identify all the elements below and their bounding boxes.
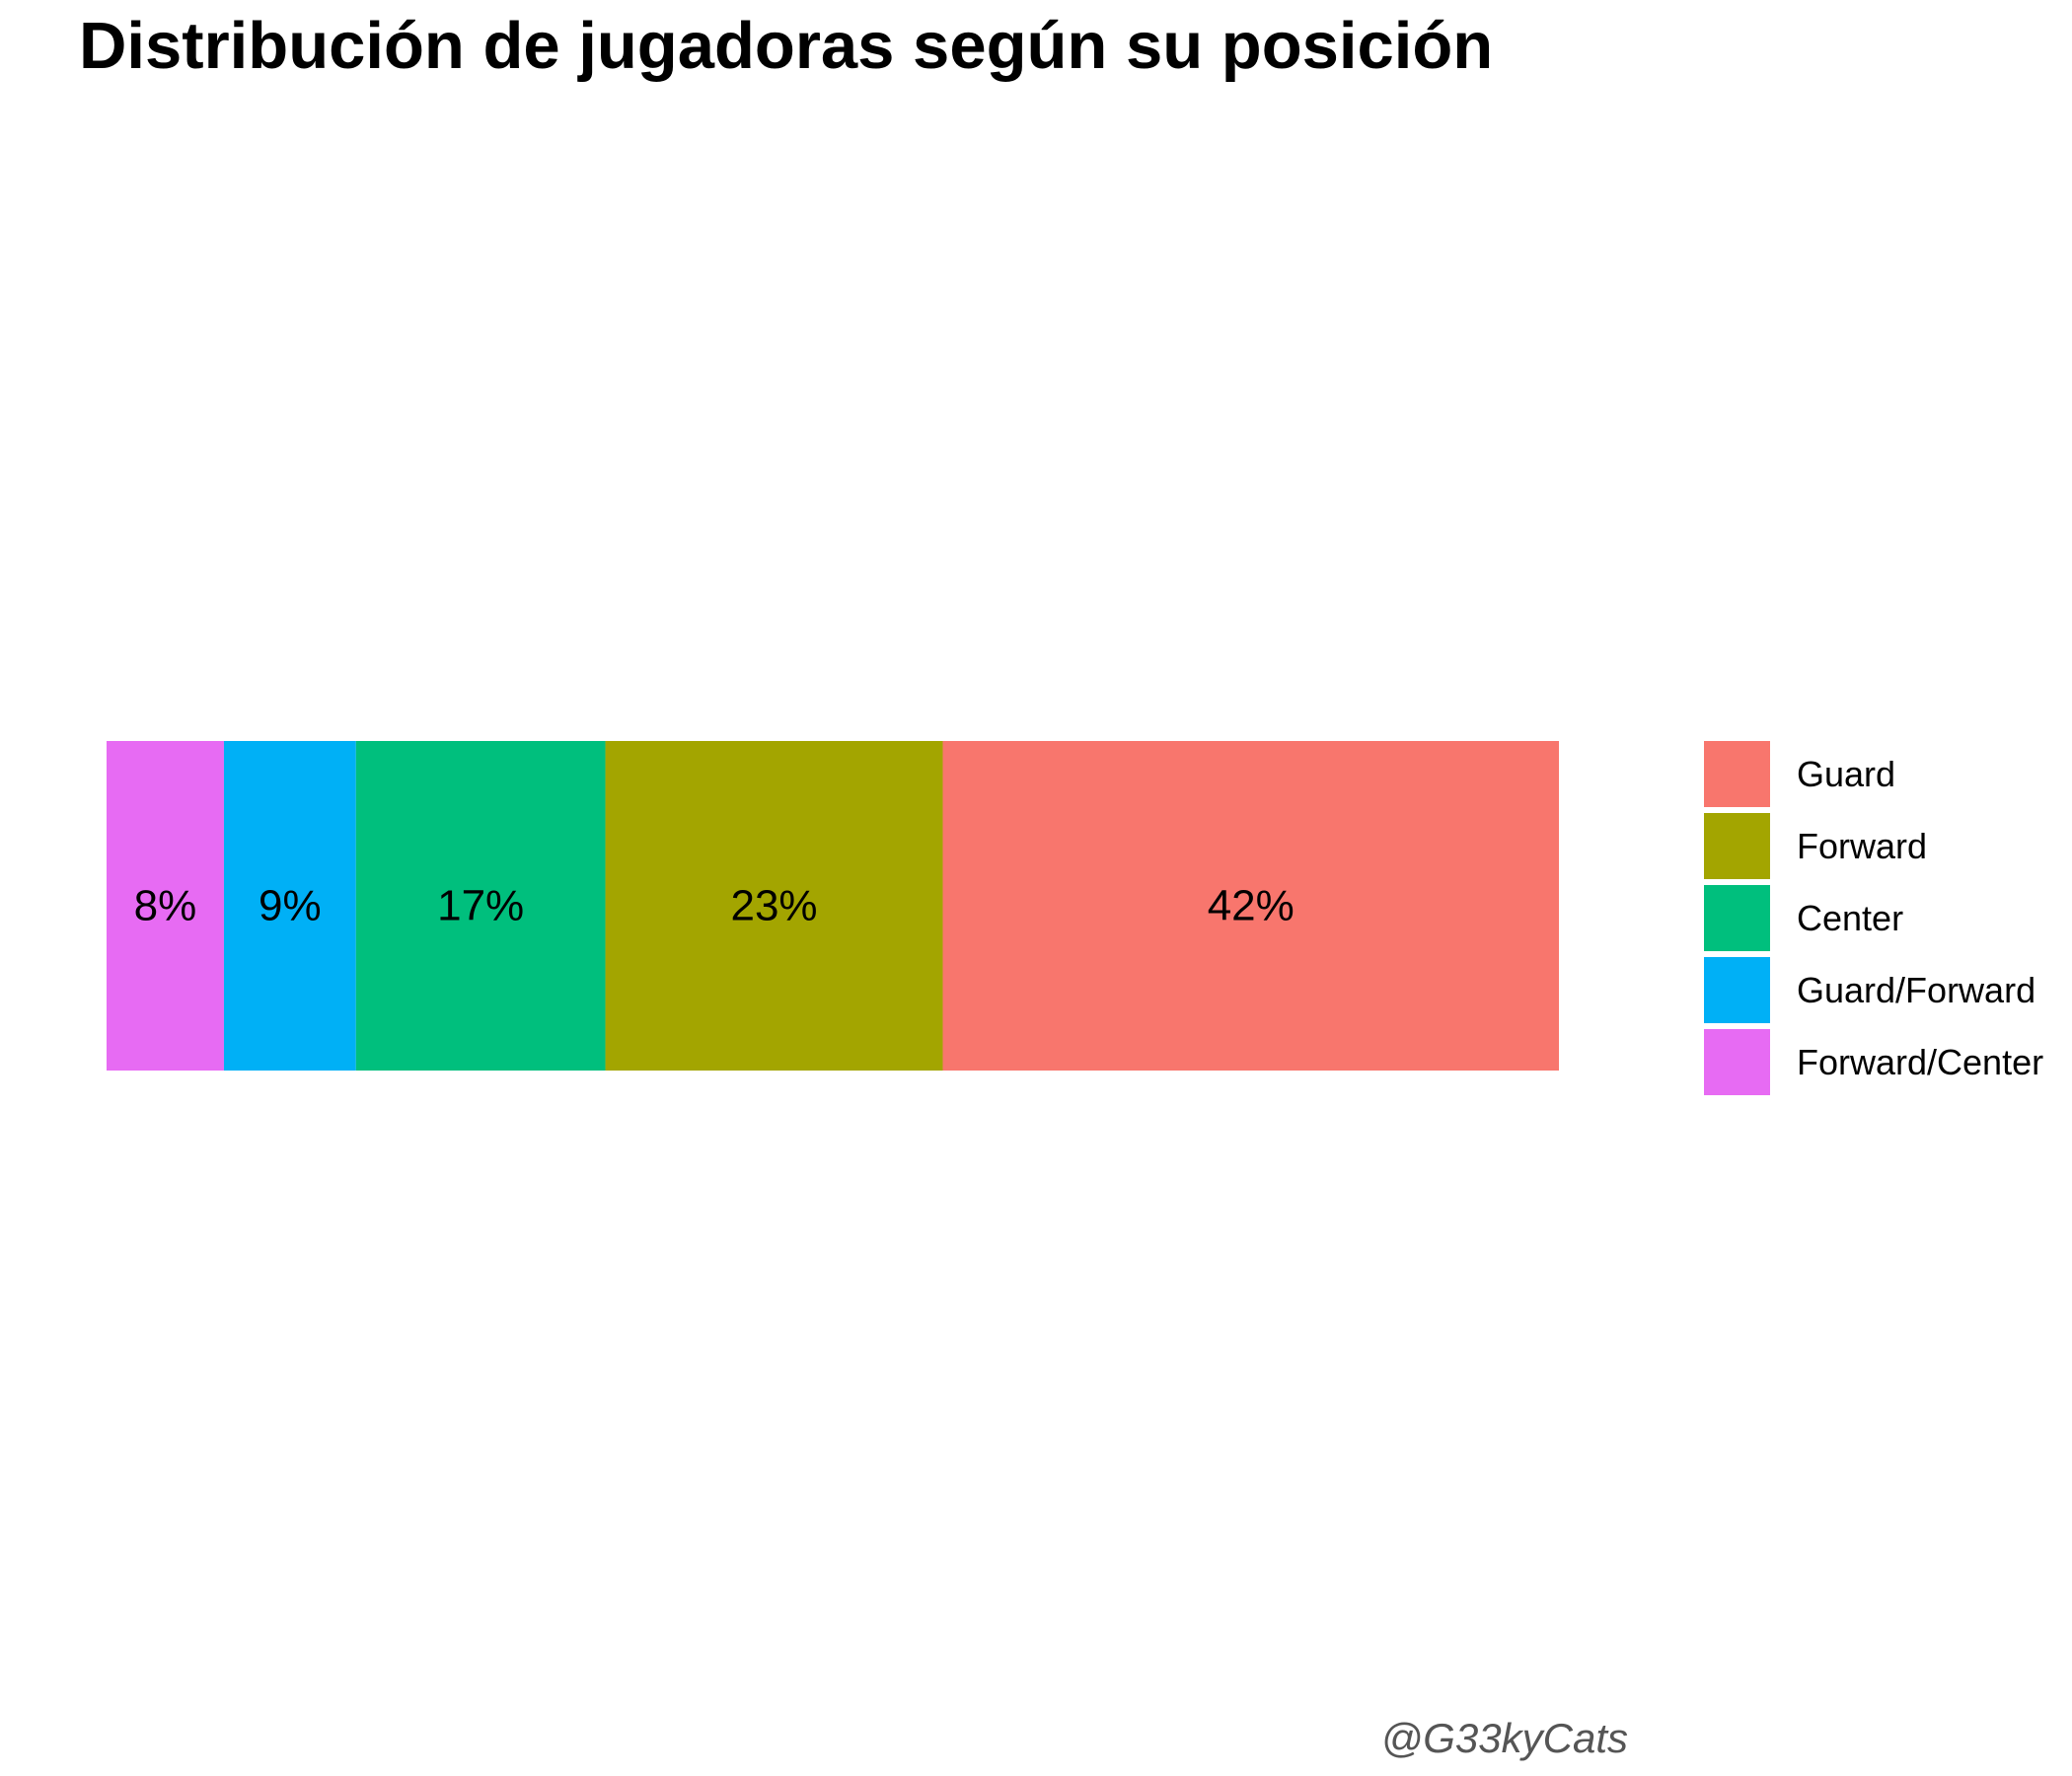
bar-segment-guard-forward (223, 741, 356, 1071)
bar-segment-guard (942, 741, 1559, 1071)
legend-key-guard-forward (1704, 957, 1770, 1023)
legend-label-guard-forward: Guard/Forward (1797, 970, 2035, 1010)
bar-segment-center (355, 741, 606, 1071)
legend-key-guard (1704, 741, 1770, 807)
data-label-guard-forward: 9% (259, 882, 322, 930)
bar-segment-forward (605, 741, 943, 1071)
chart-title: Distribución de jugadoras según su posic… (79, 9, 1494, 83)
legend-label-forward: Forward (1797, 826, 1927, 866)
data-label-forward-center: 8% (134, 882, 197, 930)
data-label-forward: 23% (730, 882, 817, 930)
legend-key-center (1704, 885, 1770, 951)
data-label-guard: 42% (1208, 882, 1295, 930)
chart-caption: @G33kyCats (1380, 1715, 1628, 1761)
legend-key-forward (1704, 813, 1770, 879)
legend-label-forward-center: Forward/Center (1797, 1042, 2043, 1082)
legend-label-center: Center (1797, 898, 1903, 938)
data-label-center: 17% (437, 882, 524, 930)
legend-key-forward-center (1704, 1029, 1770, 1095)
stacked-bar: 8% 9% 17% 23% 42% (107, 741, 1559, 1071)
legend-label-guard: Guard (1797, 754, 1895, 794)
legend: Guard Forward Center Guard/Forward Forward/C… (1704, 741, 2043, 1095)
bar-segment-forward-center (107, 741, 224, 1071)
